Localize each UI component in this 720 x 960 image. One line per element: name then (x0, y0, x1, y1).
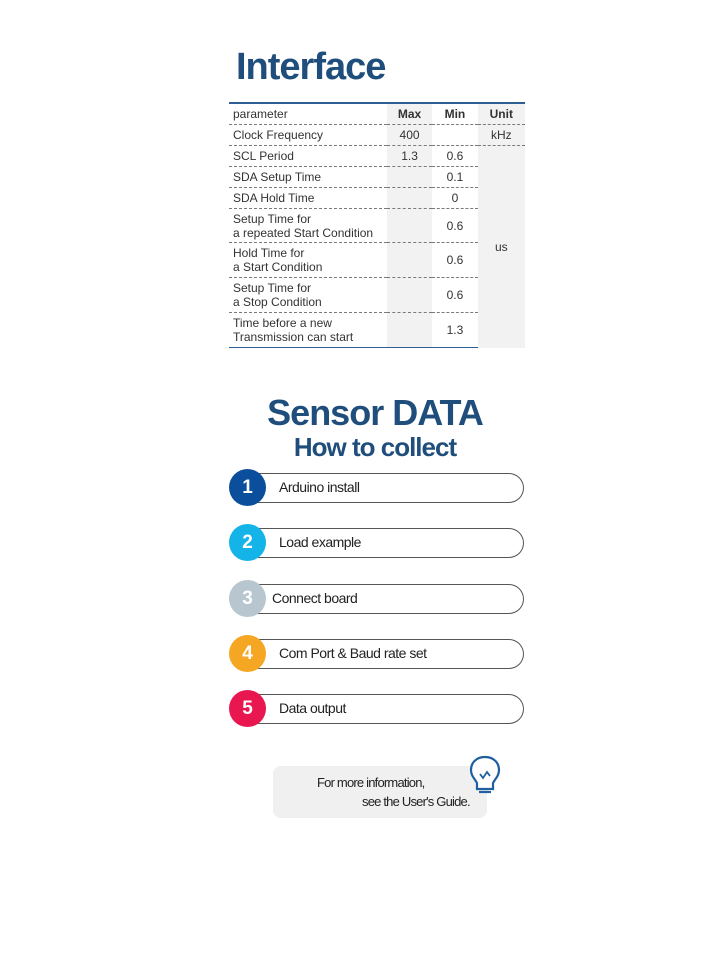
max-cell (386, 166, 433, 188)
header-parameter: parameter (229, 102, 387, 125)
step-pill (239, 584, 524, 614)
min-cell: 0.1 (432, 166, 478, 188)
step-number-badge: 4 (229, 635, 266, 672)
max-cell: 1.3 (386, 145, 433, 167)
step-label: Arduino install (279, 479, 360, 495)
table-row: SDA Hold Time 0 (229, 187, 525, 209)
step-3: 3 Connect board (229, 580, 525, 617)
step-2: 2 Load example (229, 524, 525, 561)
step-label: Data output (279, 700, 346, 716)
max-cell (386, 312, 433, 348)
param-cell: Time before a new Transmission can start (229, 312, 387, 348)
header-min: Min (432, 102, 478, 125)
info-note: For more information, see the User's Gui… (273, 766, 487, 818)
table-row: Hold Time for a Start Condition 0.6 (229, 242, 525, 278)
step-pill (239, 528, 524, 558)
param-cell: SDA Setup Time (229, 166, 387, 188)
step-4: 4 Com Port & Baud rate set (229, 635, 525, 672)
header-unit: Unit (477, 102, 525, 125)
step-pill (239, 694, 524, 724)
step-label: Connect board (272, 590, 358, 606)
step-label: Load example (279, 534, 361, 550)
table-header-row: parameter Max Min Unit (229, 102, 525, 125)
shared-unit-cell: us (477, 145, 525, 348)
param-cell: SCL Period (229, 145, 387, 167)
min-cell (432, 124, 478, 146)
table-row: Clock Frequency 400 kHz (229, 124, 525, 146)
unit-cell: kHz (477, 124, 525, 146)
step-pill (239, 639, 524, 669)
min-cell: 1.3 (432, 312, 478, 348)
step-pill (239, 473, 524, 503)
param-cell: Clock Frequency (229, 124, 387, 146)
how-to-collect-subtitle: How to collect (293, 432, 457, 462)
header-max: Max (386, 102, 433, 125)
max-cell (386, 208, 433, 243)
param-cell: Hold Time for a Start Condition (229, 242, 387, 278)
step-number-badge: 2 (229, 524, 266, 561)
table-row: Time before a new Transmission can start … (229, 312, 525, 348)
step-number-badge: 1 (229, 469, 266, 506)
min-cell: 0.6 (432, 242, 478, 278)
table-row: SCL Period 1.3 0.6 us (229, 145, 525, 348)
info-line-2: see the User's Guide. (362, 794, 471, 809)
param-cell: Setup Time for a Stop Condition (229, 277, 387, 313)
step-number-badge: 3 (229, 580, 266, 617)
param-cell: Setup Time for a repeated Start Condition (229, 208, 387, 243)
param-cell: SDA Hold Time (229, 187, 387, 209)
max-cell (386, 277, 433, 313)
min-cell: 0.6 (432, 145, 478, 167)
step-1: 1 Arduino install (229, 469, 525, 506)
step-label: Com Port & Baud rate set (279, 645, 427, 661)
max-cell: 400 (386, 124, 433, 146)
table-row: Setup Time for a repeated Start Condition… (229, 208, 525, 243)
min-cell: 0.6 (432, 208, 478, 243)
lightbulb-icon (469, 755, 501, 794)
interface-spec-table: parameter Max Min Unit Clock Frequency 4… (229, 102, 525, 348)
interface-title: Interface (236, 46, 386, 88)
max-cell (386, 187, 433, 209)
max-cell (386, 242, 433, 278)
table-row: SDA Setup Time 0.1 (229, 166, 525, 188)
table-row: Setup Time for a Stop Condition 0.6 (229, 277, 525, 313)
min-cell: 0 (432, 187, 478, 209)
sensor-data-title: Sensor DATA (267, 392, 484, 433)
info-line-1: For more information, (317, 775, 425, 790)
min-cell: 0.6 (432, 277, 478, 313)
step-5: 5 Data output (229, 690, 525, 727)
step-number-badge: 5 (229, 690, 266, 727)
